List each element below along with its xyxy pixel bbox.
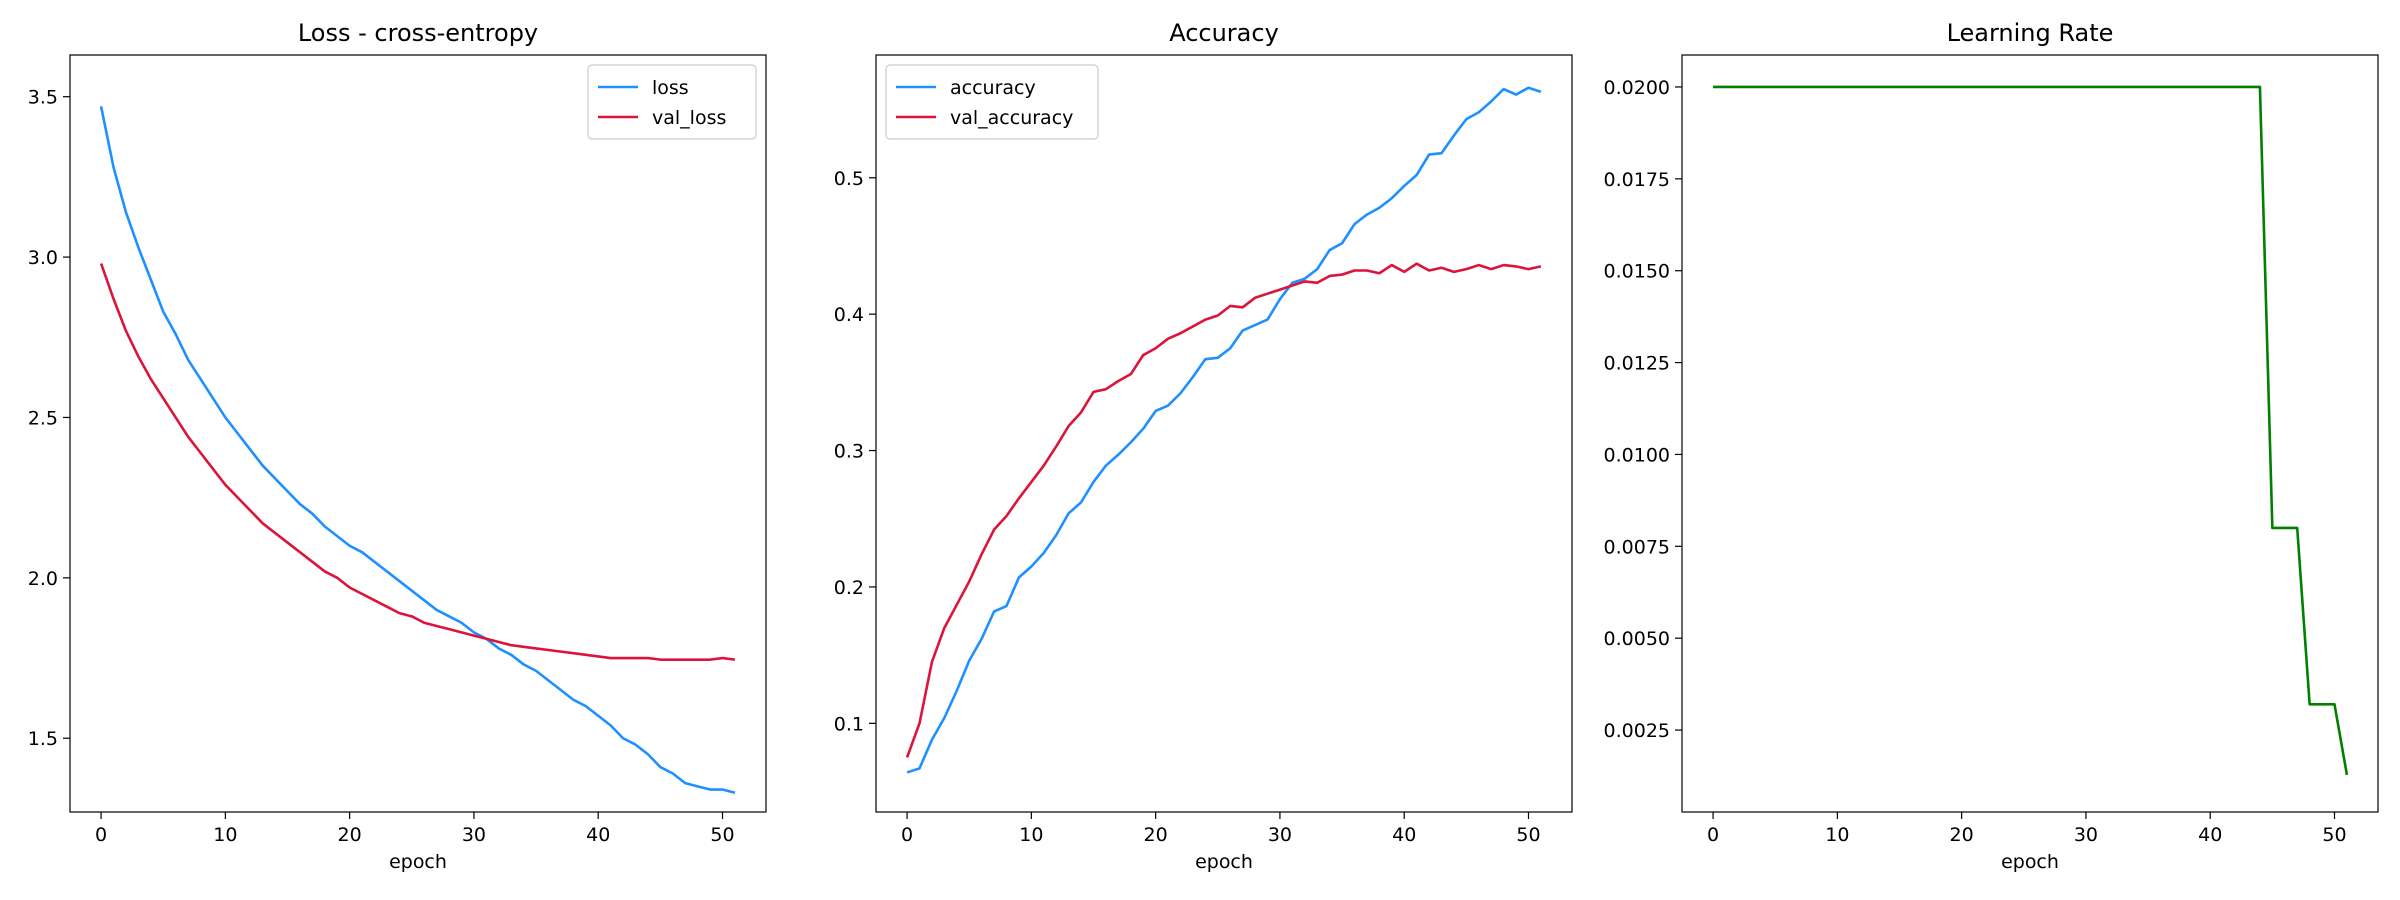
chart-title: Accuracy — [1169, 19, 1279, 47]
series-line-loss — [99, 106, 736, 795]
y-tick-label: 0.0025 — [1604, 720, 1670, 742]
y-tick-label: 3.0 — [28, 247, 58, 269]
series-line-accuracy — [906, 86, 1542, 774]
y-tick-label: 0.4 — [834, 304, 864, 326]
legend-box — [885, 64, 1099, 140]
chart-title: Learning Rate — [1947, 19, 2114, 47]
x-tick-label: 10 — [1825, 824, 1849, 846]
x-tick-label: 30 — [1268, 824, 1292, 846]
x-axis-label: epoch — [389, 851, 447, 873]
y-tick-label: 0.1 — [834, 713, 864, 735]
series-line-val-accuracy — [905, 262, 1542, 758]
series-line-series-0 — [1713, 85, 2349, 776]
plot-area-frame — [875, 54, 1573, 813]
y-tick-label: 0.2 — [834, 577, 864, 599]
y-tick-label: 0.3 — [834, 441, 864, 463]
legend-label-val-loss: val_loss — [652, 107, 726, 129]
chart-panel-learning-rate: Learning Rate 0 10 20 30 40 50 0.0025 0.0050 0.00… — [1604, 19, 2379, 873]
x-tick-label: 10 — [213, 824, 237, 846]
y-tick-label: 0.0075 — [1604, 536, 1670, 558]
plot-area-frame — [1681, 54, 2379, 813]
y-tick-label: 0.0175 — [1604, 169, 1670, 191]
y-tick-label: 3.5 — [28, 87, 58, 109]
legend-label-accuracy: accuracy — [950, 77, 1036, 99]
y-tick-label: 0.0150 — [1604, 261, 1670, 283]
y-tick-label: 1.5 — [28, 728, 58, 750]
x-tick-label: 0 — [95, 824, 107, 846]
y-tick-label: 0.5 — [834, 168, 864, 190]
x-tick-label: 50 — [2322, 824, 2346, 846]
y-tick-label: 0.0125 — [1604, 353, 1670, 375]
x-tick-label: 50 — [1516, 824, 1540, 846]
legend-label-loss: loss — [652, 77, 689, 99]
y-tick-label: 0.0050 — [1604, 628, 1670, 650]
x-tick-label: 0 — [901, 824, 913, 846]
plot-area-frame — [69, 54, 767, 813]
x-axis-label: epoch — [1195, 851, 1253, 873]
x-tick-label: 50 — [710, 824, 734, 846]
y-tick-label: 0.0200 — [1604, 77, 1670, 99]
x-tick-label: 0 — [1707, 824, 1719, 846]
y-tick-label: 0.0100 — [1604, 444, 1670, 466]
x-tick-label: 30 — [462, 824, 486, 846]
chart-panel-accuracy: Accuracy 0 10 20 30 40 50 0.1 0.2 0.3 0.4 0.5 epoch a… — [834, 19, 1573, 873]
x-tick-label: 30 — [2074, 824, 2098, 846]
y-tick-label: 2.0 — [28, 568, 58, 590]
x-axis-label: epoch — [2001, 851, 2059, 873]
x-tick-label: 20 — [1144, 824, 1168, 846]
legend-box — [587, 64, 757, 140]
series-line-val-loss — [99, 263, 736, 661]
x-tick-label: 20 — [1950, 824, 1974, 846]
chart-title: Loss - cross-entropy — [298, 19, 538, 47]
x-tick-label: 40 — [2198, 824, 2222, 846]
legend: loss val_loss — [587, 64, 757, 140]
legend-label-val-accuracy: val_accuracy — [950, 107, 1073, 129]
x-tick-label: 10 — [1019, 824, 1043, 846]
y-tick-label: 2.5 — [28, 407, 58, 429]
chart-panel-loss-cross-entropy: Loss - cross-entropy 0 10 20 30 40 50 1.5 2.0 2.5… — [28, 19, 767, 873]
x-tick-label: 40 — [1392, 824, 1416, 846]
x-tick-label: 20 — [338, 824, 362, 846]
x-tick-label: 40 — [586, 824, 610, 846]
legend: accuracy val_accuracy — [885, 64, 1099, 140]
